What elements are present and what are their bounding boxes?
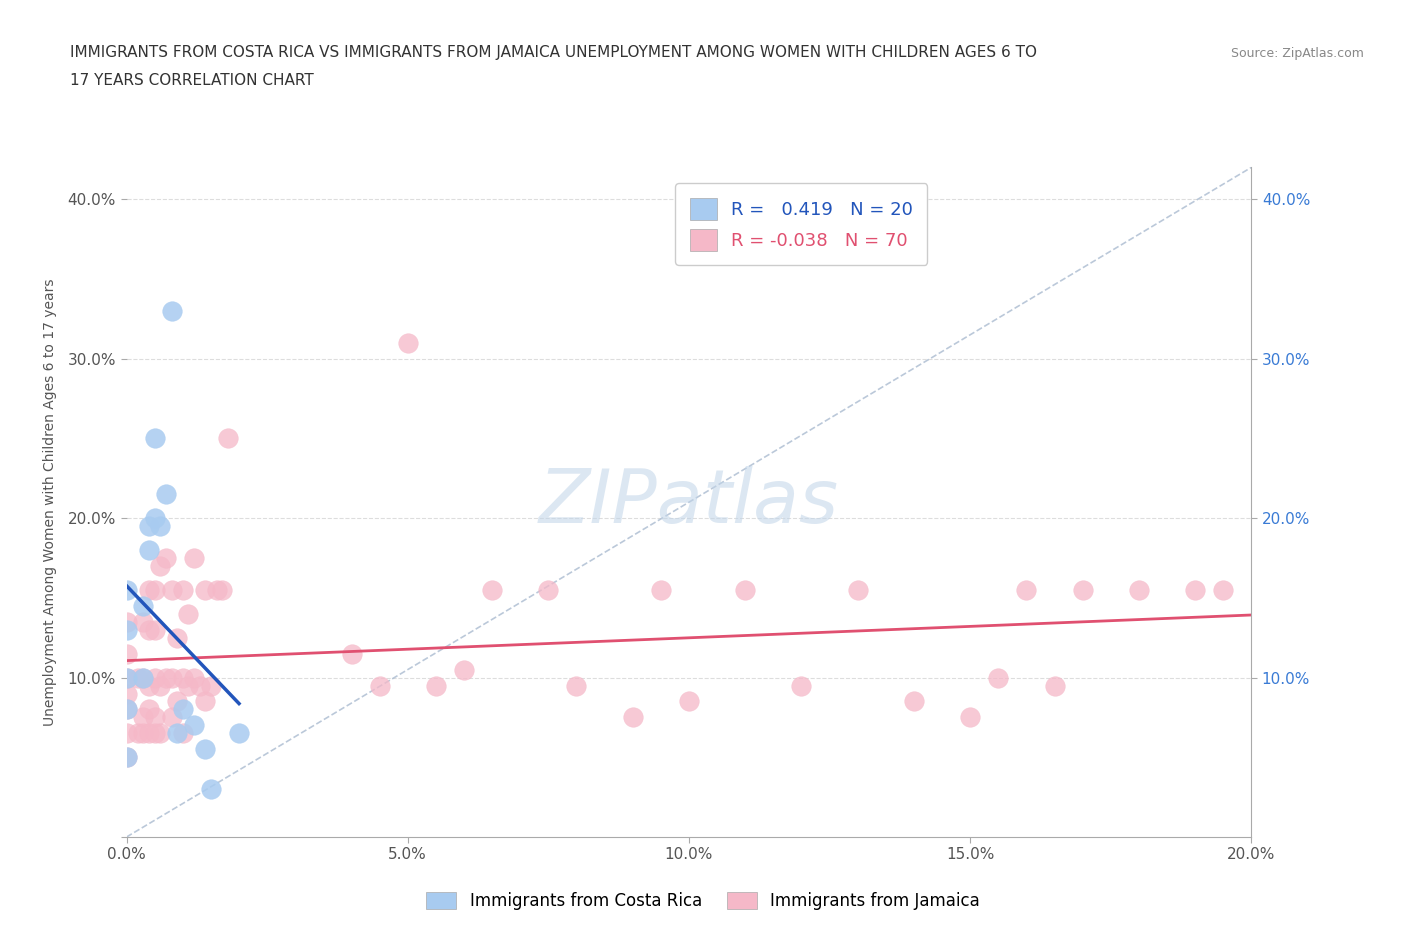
Legend: R =   0.419   N = 20, R = -0.038   N = 70: R = 0.419 N = 20, R = -0.038 N = 70 <box>675 183 928 265</box>
Point <box>132 615 155 630</box>
Point <box>115 615 138 630</box>
Point <box>396 336 419 351</box>
Point <box>115 646 138 661</box>
Point <box>155 551 177 565</box>
Point <box>115 686 138 701</box>
Point <box>149 519 172 534</box>
Point <box>115 671 138 685</box>
Point <box>138 678 160 693</box>
Point <box>115 750 138 764</box>
Point <box>211 582 233 597</box>
Point <box>143 726 166 741</box>
Point <box>172 702 194 717</box>
Point <box>1212 582 1234 597</box>
Legend: Immigrants from Costa Rica, Immigrants from Jamaica: Immigrants from Costa Rica, Immigrants f… <box>419 885 987 917</box>
Point <box>205 582 228 597</box>
Point <box>115 750 138 764</box>
Point <box>734 582 756 597</box>
Point <box>183 671 205 685</box>
Point <box>160 582 183 597</box>
Point <box>177 678 200 693</box>
Point <box>115 702 138 717</box>
Point <box>425 678 447 693</box>
Y-axis label: Unemployment Among Women with Children Ages 6 to 17 years: Unemployment Among Women with Children A… <box>42 278 56 726</box>
Point <box>846 582 869 597</box>
Point <box>166 631 188 645</box>
Point <box>143 582 166 597</box>
Point <box>132 598 155 613</box>
Point <box>166 694 188 709</box>
Point <box>132 726 155 741</box>
Point <box>143 622 166 637</box>
Point <box>149 678 172 693</box>
Point <box>194 582 217 597</box>
Point <box>132 671 155 685</box>
Point <box>194 694 217 709</box>
Point <box>138 726 160 741</box>
Point <box>228 726 250 741</box>
Point <box>115 671 138 685</box>
Point <box>790 678 813 693</box>
Point <box>987 671 1010 685</box>
Point <box>155 671 177 685</box>
Point <box>160 303 183 318</box>
Point <box>115 726 138 741</box>
Point <box>1043 678 1066 693</box>
Point <box>115 582 138 597</box>
Point <box>143 511 166 525</box>
Text: IMMIGRANTS FROM COSTA RICA VS IMMIGRANTS FROM JAMAICA UNEMPLOYMENT AMONG WOMEN W: IMMIGRANTS FROM COSTA RICA VS IMMIGRANTS… <box>70 46 1038 60</box>
Point <box>132 671 155 685</box>
Point <box>143 710 166 724</box>
Point <box>1128 582 1150 597</box>
Point <box>149 726 172 741</box>
Point <box>959 710 981 724</box>
Point <box>200 678 222 693</box>
Point <box>678 694 700 709</box>
Point <box>160 710 183 724</box>
Point <box>481 582 503 597</box>
Point <box>368 678 391 693</box>
Point <box>138 702 160 717</box>
Point <box>1071 582 1094 597</box>
Point <box>1184 582 1206 597</box>
Point <box>188 678 211 693</box>
Point <box>132 710 155 724</box>
Point <box>217 431 239 445</box>
Point <box>537 582 560 597</box>
Point <box>565 678 588 693</box>
Point <box>183 551 205 565</box>
Point <box>143 431 166 445</box>
Point <box>138 622 160 637</box>
Point <box>155 486 177 501</box>
Point <box>177 606 200 621</box>
Point <box>127 726 149 741</box>
Point <box>340 646 363 661</box>
Point <box>138 519 160 534</box>
Point <box>453 662 475 677</box>
Text: Source: ZipAtlas.com: Source: ZipAtlas.com <box>1230 47 1364 60</box>
Point <box>160 671 183 685</box>
Point <box>183 718 205 733</box>
Point <box>172 671 194 685</box>
Point <box>650 582 672 597</box>
Point <box>143 671 166 685</box>
Point <box>115 702 138 717</box>
Text: 17 YEARS CORRELATION CHART: 17 YEARS CORRELATION CHART <box>70 73 314 88</box>
Point <box>127 671 149 685</box>
Point <box>903 694 925 709</box>
Point <box>166 726 188 741</box>
Point <box>138 582 160 597</box>
Point <box>115 622 138 637</box>
Point <box>200 782 222 797</box>
Point <box>1015 582 1038 597</box>
Point <box>138 542 160 557</box>
Text: ZIPatlas: ZIPatlas <box>538 466 839 538</box>
Point <box>149 559 172 574</box>
Point <box>621 710 644 724</box>
Point <box>172 582 194 597</box>
Point <box>194 742 217 757</box>
Point <box>172 726 194 741</box>
